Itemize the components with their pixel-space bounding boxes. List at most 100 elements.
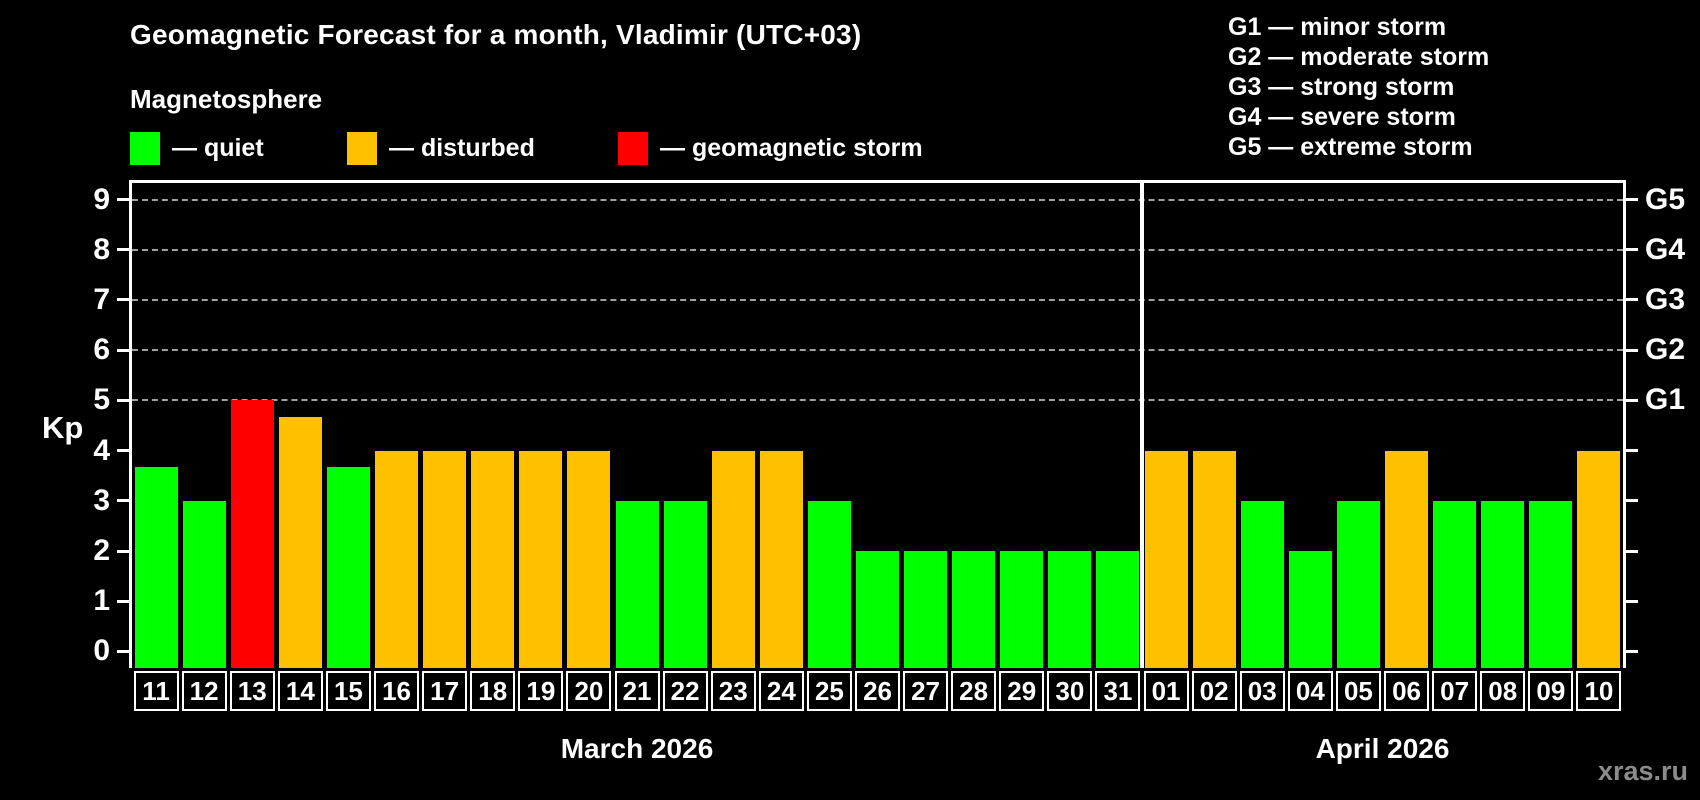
disturbed-color-swatch	[347, 131, 377, 165]
magnetosphere-legend-title: Magnetosphere	[130, 84, 323, 114]
kp-bar-day-03	[1240, 500, 1284, 668]
kp-axis-tick-right	[1626, 449, 1638, 453]
day-label-box: 20	[566, 671, 612, 711]
kp-axis-label: 7	[93, 282, 110, 316]
kp-bar-day-13	[230, 400, 274, 668]
kp-axis-label: 3	[93, 483, 110, 517]
kp-bar-day-04	[1288, 551, 1332, 668]
day-label-box: 15	[325, 671, 371, 711]
kp-bar-day-16	[375, 450, 419, 668]
day-label-box: 16	[374, 671, 420, 711]
g-legend-line-g2: G2 — moderate storm	[1228, 43, 1490, 71]
kp-axis-tick-right	[1626, 248, 1638, 252]
kp-gridline-7	[132, 298, 1623, 301]
storm-color-swatch	[618, 131, 648, 165]
day-label-box: 03	[1239, 671, 1285, 711]
day-label-box: 22	[662, 671, 708, 711]
g-axis-label-g4: G4	[1645, 232, 1686, 266]
kp-axis-tick-left	[117, 449, 129, 453]
kp-gridline-9	[132, 198, 1623, 201]
kp-axis-tick-left	[117, 248, 129, 252]
kp-axis-tick-left	[117, 298, 129, 302]
day-label-box: 21	[614, 671, 660, 711]
kp-axis-label: 0	[93, 634, 110, 668]
kp-bar-day-20	[567, 450, 611, 668]
g-axis-label-g5: G5	[1645, 182, 1686, 216]
day-label-box: 11	[133, 671, 179, 711]
day-label-box: 28	[951, 671, 997, 711]
kp-bar-day-05	[1336, 500, 1380, 668]
kp-bar-day-26	[856, 551, 900, 668]
day-label-box: 27	[903, 671, 949, 711]
kp-axis-tick-left	[117, 649, 129, 653]
kp-axis-tick-left	[117, 198, 129, 202]
storm-legend-label: — geomagnetic storm	[660, 133, 923, 162]
legend-item-quiet: — quiet	[130, 131, 264, 165]
kp-bar-day-28	[952, 551, 996, 668]
kp-axis-tick-right	[1626, 198, 1638, 202]
kp-bar-day-24	[759, 450, 803, 668]
day-label-box: 31	[1095, 671, 1141, 711]
g-legend-line-g1: G1 — minor storm	[1228, 13, 1447, 41]
watermark: xras.ru	[1597, 756, 1688, 786]
kp-gridline-8	[132, 248, 1623, 251]
kp-axis-title: Kp	[42, 410, 84, 445]
kp-axis-tick-left	[117, 348, 129, 352]
kp-bar-day-19	[519, 450, 563, 668]
kp-axis-label: 9	[93, 182, 110, 216]
kp-axis-tick-right	[1626, 499, 1638, 503]
day-label-box: 09	[1528, 671, 1574, 711]
day-label-box: 05	[1335, 671, 1381, 711]
day-label-box: 23	[710, 671, 756, 711]
kp-bar-day-27	[904, 551, 948, 668]
day-label-box: 19	[518, 671, 564, 711]
kp-bar-day-18	[471, 450, 515, 668]
kp-axis-tick-left	[117, 398, 129, 402]
kp-bar-day-22	[663, 500, 707, 668]
kp-bar-day-12	[182, 500, 226, 668]
day-label-box: 29	[999, 671, 1045, 711]
kp-bar-day-09	[1529, 500, 1573, 668]
kp-axis-tick-right	[1626, 398, 1638, 402]
kp-bar-day-06	[1385, 450, 1429, 668]
legend-item-disturbed: — disturbed	[347, 131, 535, 165]
day-label-box: 01	[1143, 671, 1189, 711]
quiet-legend-label: — quiet	[172, 133, 264, 162]
g-scale-legend: G1 — minor storm G2 — moderate storm G3 …	[1228, 12, 1489, 162]
chart-title: Geomagnetic Forecast for a month, Vladim…	[130, 19, 862, 50]
kp-bar-day-17	[423, 450, 467, 668]
kp-bar-day-02	[1192, 450, 1236, 668]
kp-bar-day-30	[1048, 551, 1092, 668]
quiet-color-swatch	[130, 131, 160, 165]
day-label-box: 26	[855, 671, 901, 711]
g-legend-line-g4: G4 — severe storm	[1228, 103, 1456, 131]
kp-axis-tick-left	[117, 549, 129, 553]
kp-axis-tick-right	[1626, 599, 1638, 603]
g-legend-line-g5: G5 — extreme storm	[1228, 133, 1473, 161]
kp-axis-tick-left	[117, 499, 129, 503]
kp-bar-day-31	[1096, 551, 1140, 668]
plot-frame	[129, 180, 1626, 668]
kp-axis-tick-right	[1626, 649, 1638, 653]
day-label-box: 25	[806, 671, 852, 711]
kp-bar-day-21	[615, 500, 659, 668]
kp-bar-day-07	[1433, 500, 1477, 668]
kp-axis-label: 2	[93, 534, 110, 568]
kp-axis-label: 5	[93, 383, 110, 417]
kp-gridline-5	[132, 399, 1623, 402]
g-axis-label-g1: G1	[1645, 383, 1686, 417]
day-label-box: 06	[1384, 671, 1430, 711]
kp-bar-day-23	[711, 450, 755, 668]
kp-axis-tick-right	[1626, 348, 1638, 352]
day-label-box: 07	[1432, 671, 1478, 711]
day-label-box: 10	[1576, 671, 1622, 711]
month-separator-line	[1140, 183, 1144, 668]
month-label-april: April 2026	[1315, 733, 1450, 764]
kp-axis-tick-left	[117, 599, 129, 603]
kp-bar-day-29	[1000, 551, 1044, 668]
legend-item-geomagnetic-storm: — geomagnetic storm	[618, 131, 923, 165]
disturbed-legend-label: — disturbed	[389, 133, 535, 162]
g-axis-label-g2: G2	[1645, 333, 1686, 367]
kp-axis-label: 4	[93, 433, 110, 467]
